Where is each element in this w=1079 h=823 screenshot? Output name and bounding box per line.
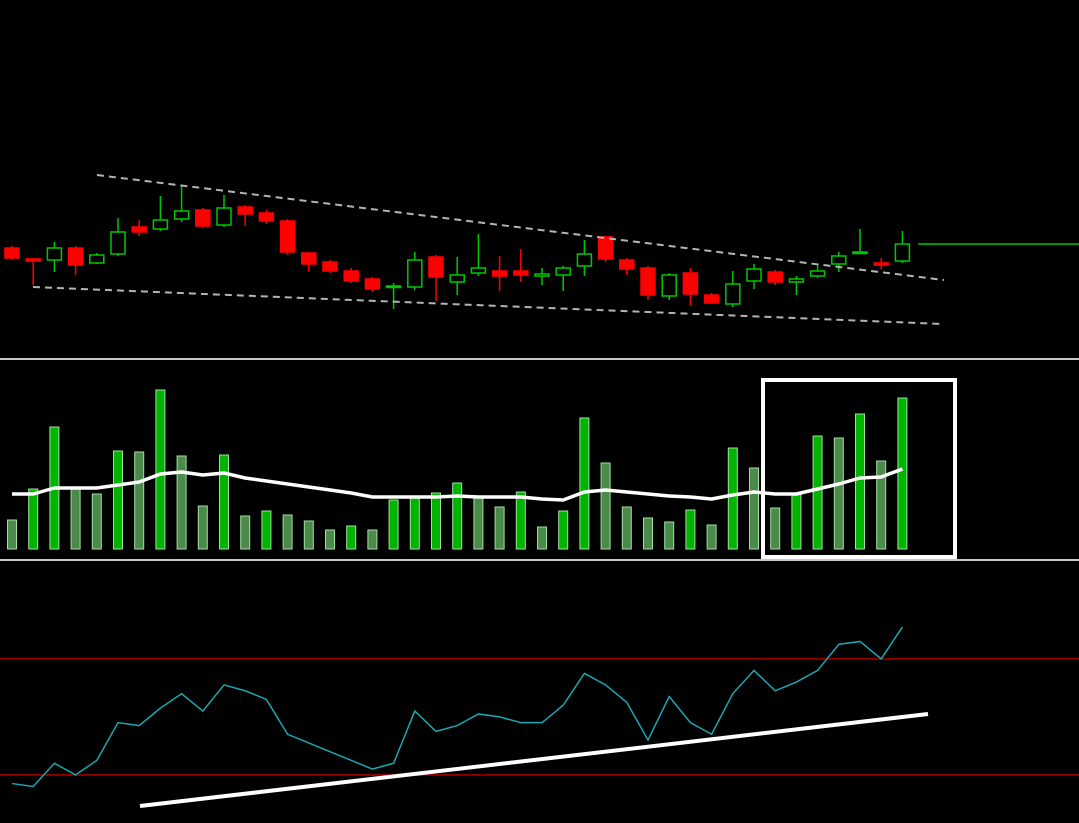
volume-bar <box>537 526 547 550</box>
candle-body <box>767 271 783 283</box>
candle-body <box>407 259 423 288</box>
candle-body <box>576 253 593 267</box>
volume-bar <box>431 492 441 550</box>
volume-bar <box>303 520 314 550</box>
candle-body <box>619 259 635 270</box>
oscillator-line <box>11 626 904 788</box>
volume-bar <box>770 507 781 550</box>
candle-body <box>470 267 487 274</box>
candle-body <box>110 231 126 255</box>
candle-body <box>555 267 571 276</box>
candle-body <box>746 268 762 282</box>
volume-bar <box>791 493 802 550</box>
volume-bar <box>452 482 463 550</box>
volume-bar <box>515 491 526 550</box>
candle-body <box>894 243 911 262</box>
volume-bar <box>28 488 39 550</box>
candle-body <box>428 256 444 278</box>
volume-bar <box>621 506 632 550</box>
candle-body <box>852 251 868 255</box>
candle-body <box>237 206 253 215</box>
trend-line <box>96 174 945 281</box>
volume-bar <box>643 517 653 550</box>
candle-body <box>513 270 529 276</box>
candle-body <box>46 247 63 261</box>
volume-bar <box>876 460 887 550</box>
candle-body <box>25 258 41 262</box>
volume-bar <box>706 524 717 550</box>
volume-bar <box>749 467 759 550</box>
candle-body <box>449 274 465 283</box>
candle-body <box>725 283 741 305</box>
candle-body <box>809 270 826 277</box>
candle-body <box>385 285 402 289</box>
trend-line <box>139 712 929 808</box>
volume-bar <box>176 455 187 550</box>
volume-bar <box>134 451 145 550</box>
candle-body <box>4 247 20 259</box>
volume-bar <box>155 389 166 550</box>
highlight-box <box>761 378 957 559</box>
candle-body <box>67 247 84 266</box>
volume-bar <box>558 510 569 550</box>
candle-body <box>640 267 656 296</box>
volume-bar <box>325 529 335 550</box>
candle-body <box>597 236 614 260</box>
candle-body <box>279 220 296 253</box>
candle-body <box>661 274 677 297</box>
candle-body <box>364 278 381 290</box>
candle-body <box>873 262 889 266</box>
volume-bar <box>219 454 229 550</box>
volume-bar <box>855 413 865 550</box>
candle-body <box>216 207 232 226</box>
moving-average-line <box>12 467 904 502</box>
volume-bar <box>367 529 378 550</box>
volume-bar <box>282 514 293 550</box>
volume-bar <box>409 496 420 550</box>
volume-bar <box>727 447 738 550</box>
volume-bar <box>897 397 908 550</box>
candle-body <box>703 294 720 304</box>
trend-line <box>32 286 943 325</box>
candle-body <box>831 255 847 265</box>
candle-body <box>173 210 190 220</box>
volume-bar <box>346 525 357 550</box>
volume-bar <box>240 515 251 550</box>
volume-bar <box>579 417 590 550</box>
candle-body <box>343 270 359 282</box>
candle-body <box>301 252 317 265</box>
volume-bar <box>685 509 696 550</box>
candle-body <box>258 212 275 222</box>
volume-bar <box>664 521 675 550</box>
volume-bar <box>197 505 208 550</box>
candle-body <box>195 209 211 227</box>
candle-body <box>491 270 508 277</box>
volume-bar <box>600 462 611 550</box>
candle-body <box>682 272 699 295</box>
candle-body <box>89 254 105 264</box>
volume-bar <box>261 510 272 550</box>
volume-bar <box>812 435 823 550</box>
candle-body <box>131 226 147 233</box>
volume-bar <box>91 493 102 550</box>
volume-bar <box>7 519 17 550</box>
volume-bar <box>70 488 81 550</box>
volume-bar <box>388 499 399 550</box>
volume-bar <box>113 450 123 550</box>
volume-bar <box>473 496 484 550</box>
volume-bar <box>833 437 844 550</box>
candle-body <box>152 219 169 230</box>
candle-body <box>788 278 805 283</box>
candle-body <box>534 273 550 277</box>
candle-body <box>322 261 338 272</box>
volume-bar <box>494 506 505 550</box>
